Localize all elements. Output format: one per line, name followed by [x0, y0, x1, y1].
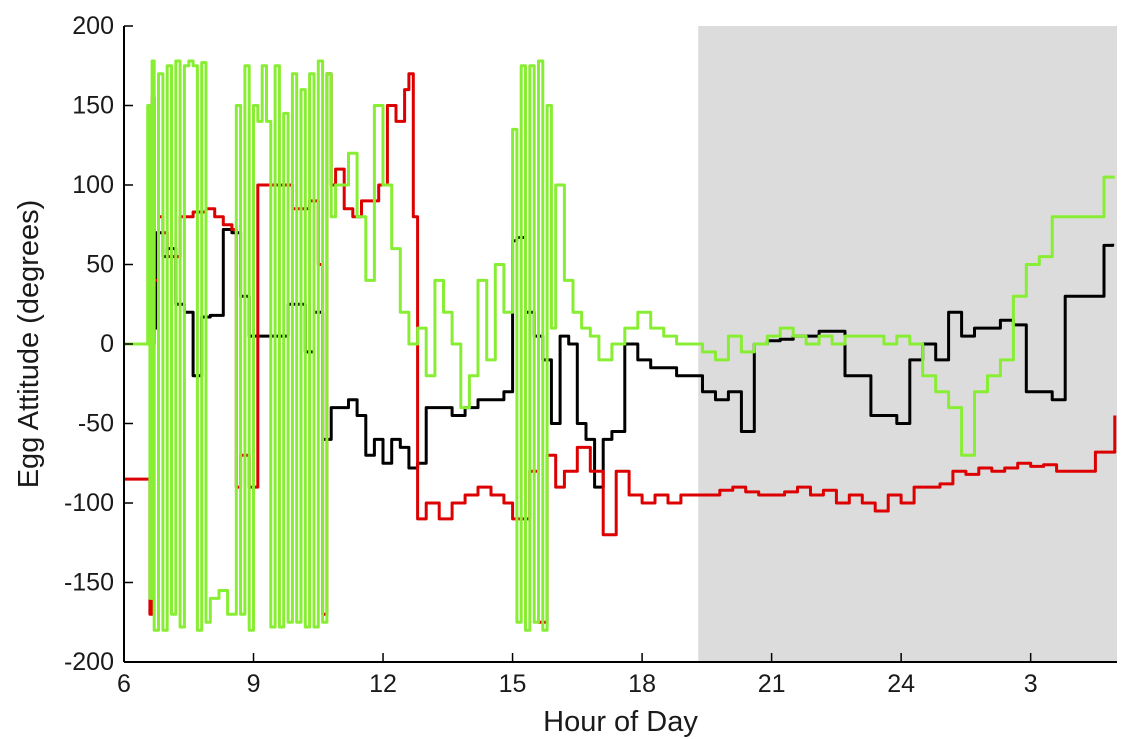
x-tick-label: 21 [758, 670, 786, 698]
y-tick-label: -150 [64, 569, 114, 597]
x-tick-label: 12 [369, 670, 397, 698]
y-tick-label: 100 [72, 171, 114, 199]
x-tick-label: 9 [247, 670, 261, 698]
y-tick-label: -100 [64, 489, 114, 517]
x-tick-label: 24 [887, 670, 915, 698]
y-tick-label: 0 [100, 330, 114, 358]
y-tick-label: -50 [78, 410, 114, 438]
y-axis-title: Egg Attitude (degrees) [13, 200, 45, 489]
x-tick-label: 18 [628, 670, 656, 698]
x-tick-label: 15 [499, 670, 527, 698]
series-layer [124, 59, 1117, 632]
series-line-3 [124, 59, 1115, 632]
x-axis-title: Hour of Day [543, 706, 698, 738]
y-tick-label: 150 [72, 92, 114, 120]
y-tick-label: 200 [72, 12, 114, 40]
y-tick-label: 50 [86, 251, 114, 279]
y-tick-label: -200 [64, 648, 114, 676]
x-tick-label: 6 [117, 670, 131, 698]
x-tick-label: 3 [1024, 670, 1038, 698]
